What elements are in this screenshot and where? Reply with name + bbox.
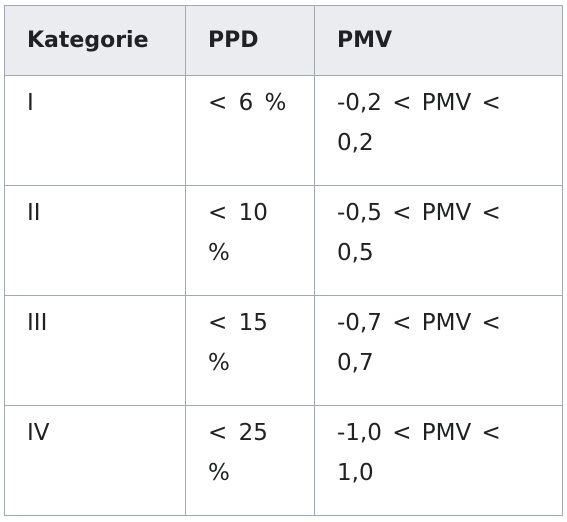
cell-pmv: -0,5 < PMV < 0,5 [314,185,563,296]
header-pmv: PMV [314,5,563,76]
cell-ppd: < 10 % [185,185,315,296]
table-row: II < 10 % -0,5 < PMV < 0,5 [4,185,563,296]
cell-ppd: < 25 % [185,405,315,516]
table-header-row: Kategorie PPD PMV [4,5,563,76]
cell-kategorie: III [4,295,186,406]
cell-ppd: < 15 % [185,295,315,406]
table-row: III < 15 % -0,7 < PMV < 0,7 [4,295,563,406]
comfort-category-table: Kategorie PPD PMV I < 6 % -0,2 < PMV < 0… [4,5,563,516]
header-ppd: PPD [185,5,315,76]
cell-kategorie: II [4,185,186,296]
cell-kategorie: IV [4,405,186,516]
header-kategorie: Kategorie [4,5,186,76]
table-row: I < 6 % -0,2 < PMV < 0,2 [4,75,563,186]
cell-pmv: -1,0 < PMV < 1,0 [314,405,563,516]
cell-pmv: -0,2 < PMV < 0,2 [314,75,563,186]
cell-ppd: < 6 % [185,75,315,186]
cell-pmv: -0,7 < PMV < 0,7 [314,295,563,406]
table-row: IV < 25 % -1,0 < PMV < 1,0 [4,405,563,516]
cell-kategorie: I [4,75,186,186]
